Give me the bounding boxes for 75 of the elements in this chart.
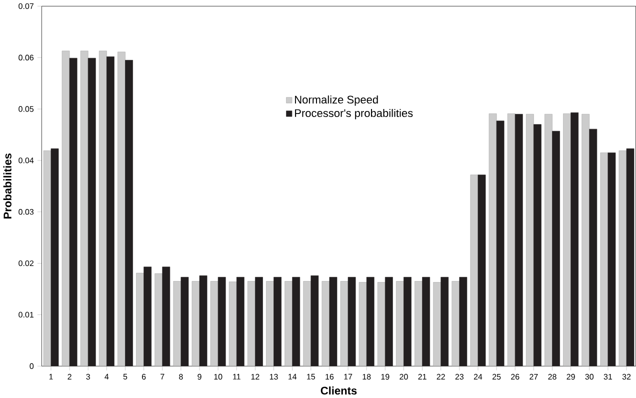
bar: [544, 114, 552, 366]
legend-label: Normalize Speed: [295, 96, 378, 106]
x-tick-label: 3: [86, 374, 90, 380]
bar: [154, 273, 163, 366]
y-tick-label: 0.01: [18, 312, 34, 318]
x-tick-label: 30: [585, 374, 594, 380]
x-tick-label: 21: [418, 374, 426, 380]
x-tick-label: 9: [198, 374, 202, 380]
x-tick-label: 20: [400, 374, 408, 380]
x-tick-label: 16: [326, 374, 334, 380]
x-tick-label: 7: [160, 374, 164, 380]
bar: [488, 114, 497, 366]
y-tick-label: 0.07: [18, 3, 34, 10]
y-tick-label: 0.05: [18, 106, 34, 112]
x-tick-label: 26: [511, 374, 520, 380]
bar: [322, 281, 330, 366]
bar: [377, 282, 386, 366]
bar: [136, 272, 144, 366]
x-tick-label: 5: [123, 374, 128, 380]
x-tick-label: 15: [307, 374, 316, 380]
bar: [210, 281, 218, 366]
bar: [414, 281, 422, 366]
x-tick-label: 29: [566, 374, 575, 380]
x-tick-label: 10: [214, 374, 222, 380]
y-tick-label: 0.06: [18, 54, 34, 60]
y-tick-label: 0.02: [18, 260, 34, 266]
bar: [228, 282, 237, 366]
bar: [452, 281, 460, 366]
bar: [396, 281, 404, 366]
bar: [98, 50, 107, 366]
bar: [526, 114, 534, 366]
x-tick-label: 25: [492, 374, 501, 380]
bar: [118, 52, 126, 366]
bar: [303, 281, 312, 366]
x-tick-label: 14: [288, 374, 297, 380]
y-tick-label: 0.03: [18, 209, 34, 215]
x-axis-title: Clients: [320, 386, 357, 395]
bar: [582, 114, 590, 366]
bar: [173, 281, 182, 366]
x-tick-label: 27: [530, 374, 538, 380]
x-tick-label: 2: [68, 374, 72, 380]
x-tick-label: 32: [622, 374, 631, 380]
x-tick-label: 6: [142, 374, 146, 380]
x-tick-label: 28: [548, 374, 556, 380]
bar: [192, 281, 200, 366]
x-tick-label: 23: [455, 374, 464, 380]
y-tick-label: 0.04: [18, 158, 34, 164]
bar: [248, 281, 256, 366]
y-axis-title: Probabilities: [3, 154, 12, 218]
bar: [507, 114, 516, 366]
x-tick-label: 18: [362, 374, 371, 380]
x-tick-label: 13: [270, 374, 278, 380]
bar: [340, 281, 348, 366]
bar: [284, 281, 292, 366]
x-tick-label: 24: [474, 374, 482, 380]
y-tick-label: 0: [30, 363, 34, 369]
x-tick-label: 12: [251, 374, 260, 380]
x-tick-label: 11: [233, 374, 240, 380]
bar: [470, 174, 478, 366]
x-tick-label: 22: [436, 374, 445, 380]
x-tick-label: 31: [604, 374, 612, 380]
x-tick-label: 1: [49, 374, 53, 380]
x-tick-label: 4: [104, 374, 109, 380]
legend-label: Processor's probabilities: [295, 109, 413, 120]
bar: [80, 50, 88, 366]
x-tick-label: 19: [381, 374, 390, 380]
bar: [600, 152, 608, 366]
bar: [618, 150, 627, 366]
x-tick-label: 17: [344, 374, 352, 380]
bar: [358, 282, 367, 366]
bar: [563, 114, 571, 366]
bar: [62, 50, 70, 366]
x-tick-label: 8: [179, 374, 183, 380]
bar: [266, 281, 274, 366]
bar: [433, 282, 442, 366]
